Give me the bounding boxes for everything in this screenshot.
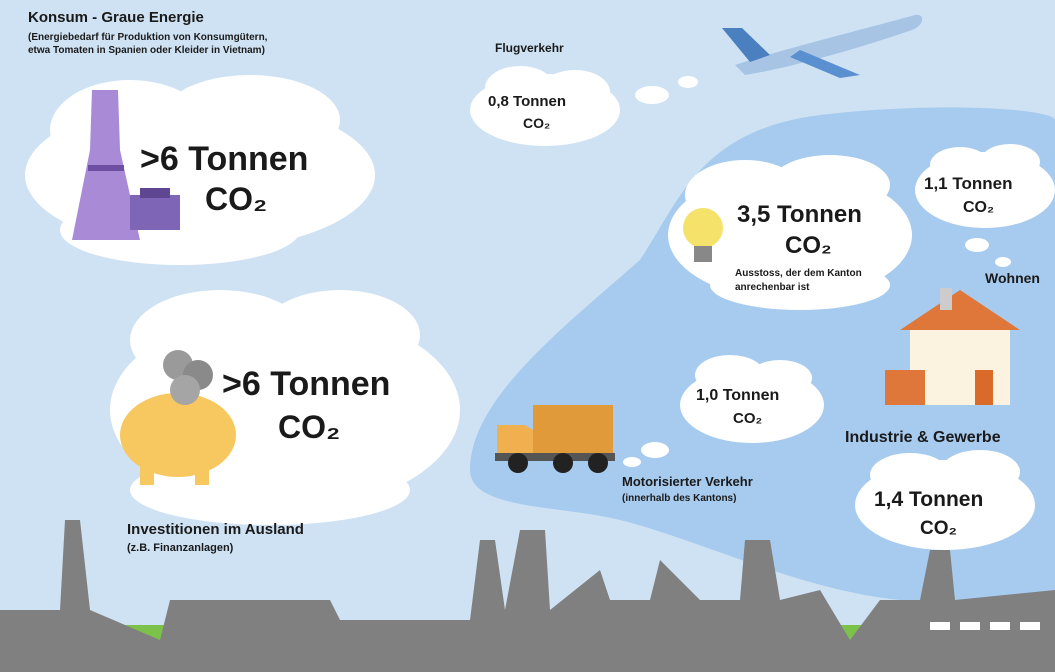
- label: Motorisierter Verkehr: [622, 474, 753, 489]
- amount: 1,1 Tonnen: [924, 174, 1012, 193]
- note: (z.B. Finanzanlagen): [127, 542, 234, 554]
- unit: CO₂: [278, 409, 340, 445]
- amount: 1,4 Tonnen: [874, 488, 983, 511]
- amount: 0,8 Tonnen: [488, 93, 566, 110]
- label: Industrie & Gewerbe: [845, 429, 1001, 446]
- note: Ausstoss, der dem Kanton: [735, 268, 862, 279]
- amount: >6 Tonnen: [222, 365, 390, 403]
- note: anrechenbar ist: [735, 282, 810, 293]
- unit: CO₂: [920, 518, 957, 539]
- amount: 3,5 Tonnen: [737, 201, 862, 228]
- infographic: Konsum - Graue Energie (Energiebedarf fü…: [0, 0, 1055, 672]
- subtitle-line: etwa Tomaten in Spanien oder Kleider in …: [28, 45, 265, 56]
- unit: CO₂: [733, 410, 762, 427]
- note: (innerhalb des Kantons): [622, 493, 736, 504]
- unit: CO₂: [963, 199, 994, 216]
- label: Investitionen im Ausland: [127, 521, 304, 538]
- title: Konsum - Graue Energie: [28, 9, 204, 26]
- unit: CO₂: [785, 232, 832, 259]
- label: Flugverkehr: [495, 41, 564, 55]
- subtitle-line: (Energiebedarf für Produktion von Konsum…: [28, 32, 268, 43]
- label: Wohnen: [985, 270, 1040, 286]
- page: { "header": { "title": "Konsum - Graue E…: [0, 0, 1055, 672]
- amount: >6 Tonnen: [140, 140, 308, 178]
- unit: CO₂: [523, 115, 550, 131]
- amount: 1,0 Tonnen: [696, 387, 779, 404]
- unit: CO₂: [205, 181, 267, 217]
